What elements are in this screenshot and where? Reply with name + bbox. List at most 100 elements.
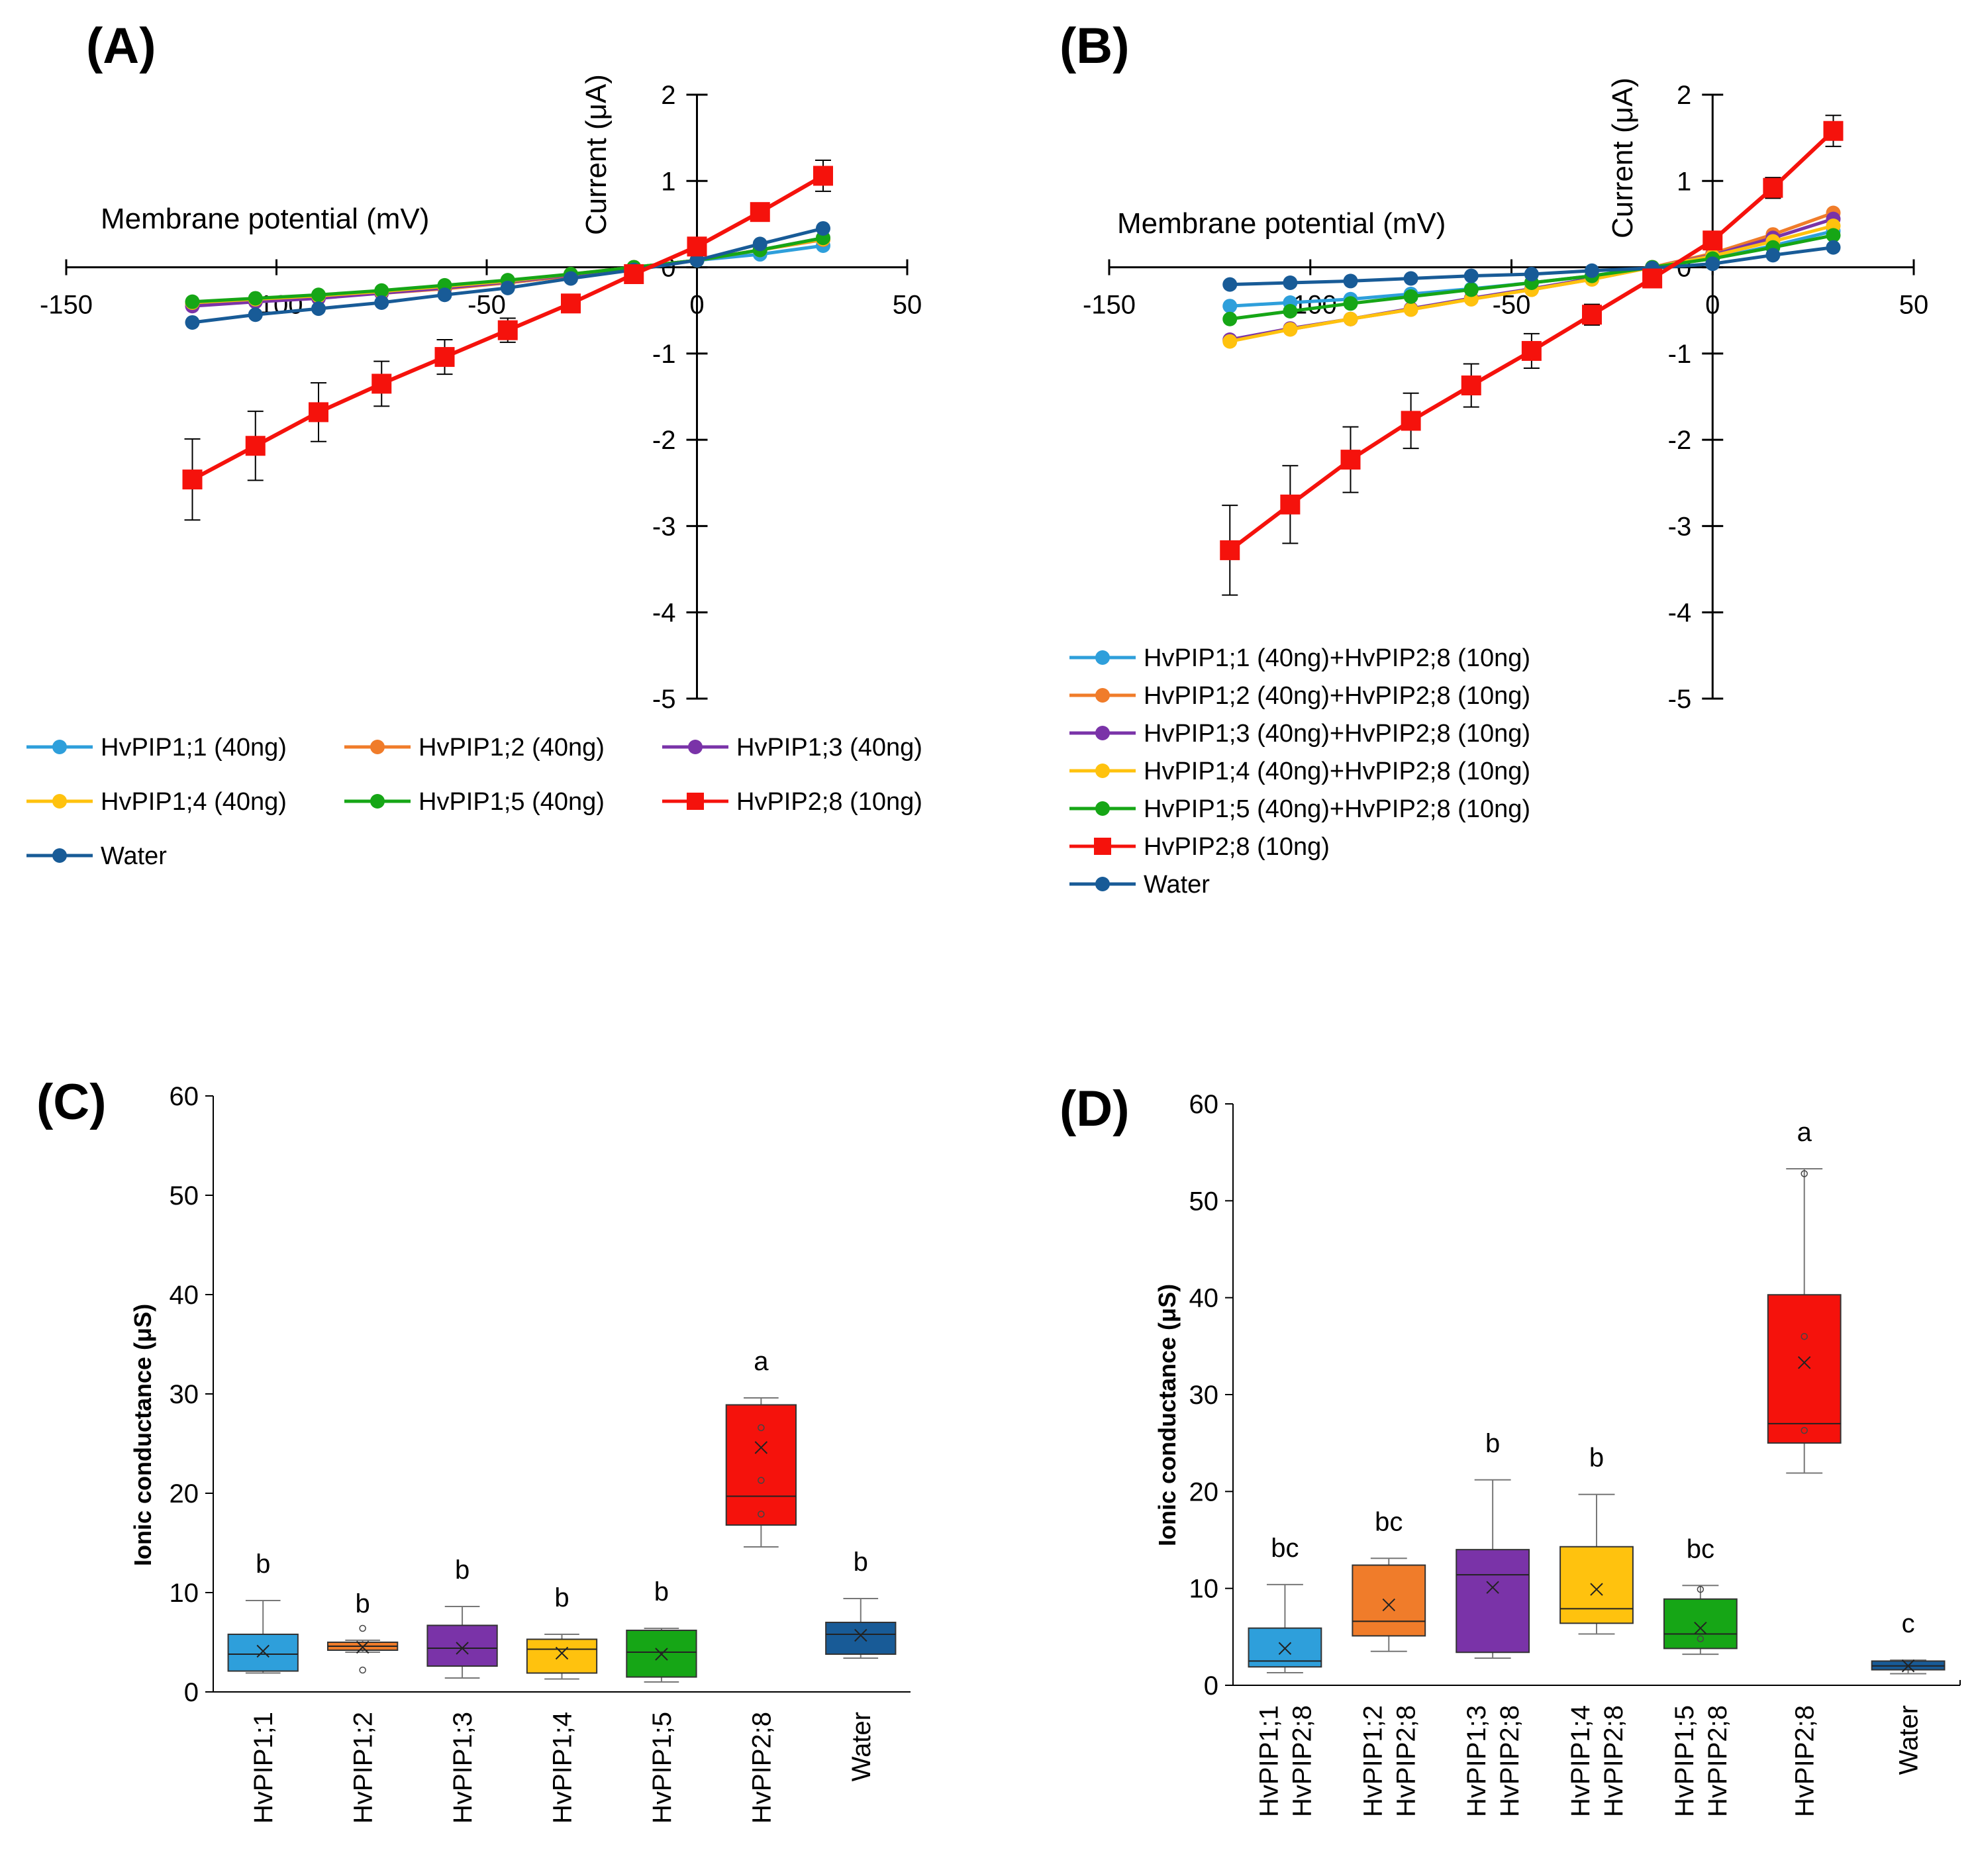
panel-1-data-point xyxy=(1826,228,1841,243)
panel-2-outlier-point xyxy=(359,1624,366,1632)
panel-1-data-point xyxy=(1283,322,1298,337)
panel-0-legend-swatch-marker xyxy=(52,848,67,863)
panel-2-box xyxy=(725,1404,797,1526)
panel-0-y-tick-label: -4 xyxy=(652,599,676,628)
panel-0-legend-label: HvPIP1;2 (40ng) xyxy=(419,734,605,762)
panel-3-mean-marker xyxy=(1694,1621,1707,1635)
panel-1-x-tick-label: -150 xyxy=(1083,291,1136,320)
panel-3-significance-letter: bc xyxy=(1375,1507,1403,1536)
panel-3-y-tick-label: 50 xyxy=(1189,1187,1219,1216)
panel-0-legend-swatch-marker xyxy=(688,740,703,754)
panel-3-category-label: HvPIP2;8 xyxy=(1495,1705,1524,1817)
panel-d-title: (D) xyxy=(1060,1081,1130,1137)
panel-a-title: (A) xyxy=(86,18,156,74)
panel-1-data-point xyxy=(1222,277,1238,292)
panel-3-outlier-point xyxy=(1801,1426,1808,1434)
panel-1-data-point xyxy=(1343,311,1358,326)
panel-2-significance-letter: b xyxy=(256,1550,270,1579)
panel-0-y-tick-label: -3 xyxy=(652,512,676,541)
panel-0-legend-label: Water xyxy=(101,842,167,870)
panel-1-legend-label: HvPIP1;5 (40ng)+HvPIP2;8 (10ng) xyxy=(1144,795,1530,823)
panel-1-legend-swatch-marker xyxy=(1095,726,1110,740)
panel-1-data-point xyxy=(1765,248,1781,263)
panel-1-legend-swatch-marker xyxy=(1095,877,1110,891)
panel-2-y-tick-label: 10 xyxy=(170,1579,199,1608)
panel-1-legend-label: HvPIP1;1 (40ng)+HvPIP2;8 (10ng) xyxy=(1144,644,1530,672)
panel-1-y-tick-label: -1 xyxy=(1668,340,1692,369)
panel-3-category-label: Water xyxy=(1895,1705,1924,1775)
panel-1-legend-label: HvPIP1;2 (40ng)+HvPIP2;8 (10ng) xyxy=(1144,682,1530,710)
panel-0-data-point xyxy=(816,221,830,236)
panel-2-mean-marker xyxy=(754,1441,768,1454)
panel-2-y-tick-label: 30 xyxy=(170,1380,199,1409)
panel-1-data-point xyxy=(1403,302,1418,317)
panel-1-data-point xyxy=(1703,230,1723,251)
panel-3-outlier-point xyxy=(1801,1332,1808,1340)
panel-d-y-axis-label: Ionic conductance (μS) xyxy=(1154,1284,1181,1546)
panel-a: (A) Membrane potential (mV) Current (μA)… xyxy=(26,18,922,870)
panel-3-box xyxy=(1352,1564,1426,1637)
panel-2-box xyxy=(626,1630,697,1678)
panel-1-legend-label: HvPIP1;4 (40ng)+HvPIP2;8 (10ng) xyxy=(1144,758,1530,785)
panel-1-legend-label: HvPIP2;8 (10ng) xyxy=(1144,833,1330,861)
panel-2-y-tick-label: 60 xyxy=(170,1082,199,1111)
panel-c-y-axis-label: Ionic conductance (μS) xyxy=(129,1304,156,1566)
panel-1-y-tick-label: -2 xyxy=(1668,426,1692,455)
panel-2-mean-marker xyxy=(256,1644,270,1658)
panel-0-data-point xyxy=(564,271,578,286)
panel-2-mean-marker xyxy=(555,1646,569,1660)
panel-1-data-point xyxy=(1340,450,1361,470)
panel-0-legend-label: HvPIP1;3 (40ng) xyxy=(736,734,922,762)
panel-3-significance-letter: a xyxy=(1797,1118,1812,1147)
panel-0-data-point xyxy=(561,293,581,314)
panel-1-data-point xyxy=(1763,177,1783,198)
panel-3-box xyxy=(1456,1549,1530,1654)
panel-2-box xyxy=(227,1634,299,1672)
panel-2-outlier-point xyxy=(758,1510,765,1518)
panel-0-legend-swatch-marker xyxy=(52,794,67,809)
panel-1-data-point xyxy=(1823,121,1844,141)
panel-1-data-point xyxy=(1582,305,1602,325)
panel-2-category-label: HvPIP1;4 xyxy=(548,1712,577,1824)
panel-2-significance-letter: b xyxy=(455,1555,469,1585)
panel-2-box xyxy=(825,1622,897,1655)
panel-b-x-axis-label: Membrane potential (mV) xyxy=(1117,207,1446,240)
panel-3-outlier-point xyxy=(1801,1170,1808,1177)
panel-0-data-point xyxy=(185,315,200,330)
panel-1-y-tick-label: 2 xyxy=(1677,81,1691,110)
panel-0-legend-label: HvPIP1;1 (40ng) xyxy=(101,734,287,762)
panel-3-significance-letter: b xyxy=(1589,1444,1604,1473)
panel-2-mean-marker xyxy=(456,1642,469,1655)
panel-0-y-tick-label: 2 xyxy=(661,81,675,110)
panel-1-data-point xyxy=(1283,304,1298,319)
panel-0-y-tick-label: -5 xyxy=(652,685,676,714)
panel-1-y-tick-label: -4 xyxy=(1668,599,1692,628)
panel-1-data-point xyxy=(1524,266,1539,281)
panel-2-significance-letter: b xyxy=(356,1589,370,1618)
panel-0-x-tick-label: -50 xyxy=(468,291,506,320)
panel-b-title: (B) xyxy=(1060,18,1130,74)
panel-2-significance-letter: b xyxy=(654,1577,669,1606)
panel-0-data-point xyxy=(248,307,263,322)
panel-0-x-tick-label: -150 xyxy=(40,291,93,320)
panel-2-mean-marker xyxy=(655,1648,668,1661)
panel-1-legend-swatch-marker xyxy=(1095,688,1110,703)
panel-3-y-tick-label: 0 xyxy=(1204,1671,1218,1701)
panel-1-data-point xyxy=(1222,311,1238,326)
panel-0-legend-swatch-marker xyxy=(370,740,385,754)
panel-2-category-label: HvPIP1;5 xyxy=(648,1712,677,1824)
panel-3-category-label: HvPIP1;4 xyxy=(1566,1705,1595,1817)
panel-2-y-tick-label: 0 xyxy=(184,1678,199,1707)
panel-3-significance-letter: b xyxy=(1485,1429,1500,1458)
panel-3-y-tick-label: 40 xyxy=(1189,1284,1219,1313)
panel-3-mean-marker xyxy=(1901,1659,1915,1673)
panel-2-category-label: HvPIP1;3 xyxy=(448,1712,477,1824)
panel-0-data-point xyxy=(185,294,200,309)
panel-3-box xyxy=(1559,1546,1634,1624)
panel-1-data-point xyxy=(1403,271,1418,286)
panel-3-significance-letter: bc xyxy=(1687,1534,1714,1563)
panel-2-outlier-point xyxy=(359,1666,366,1674)
panel-3-category-label: HvPIP2;8 xyxy=(1703,1705,1732,1817)
panel-0-data-point xyxy=(248,291,263,306)
